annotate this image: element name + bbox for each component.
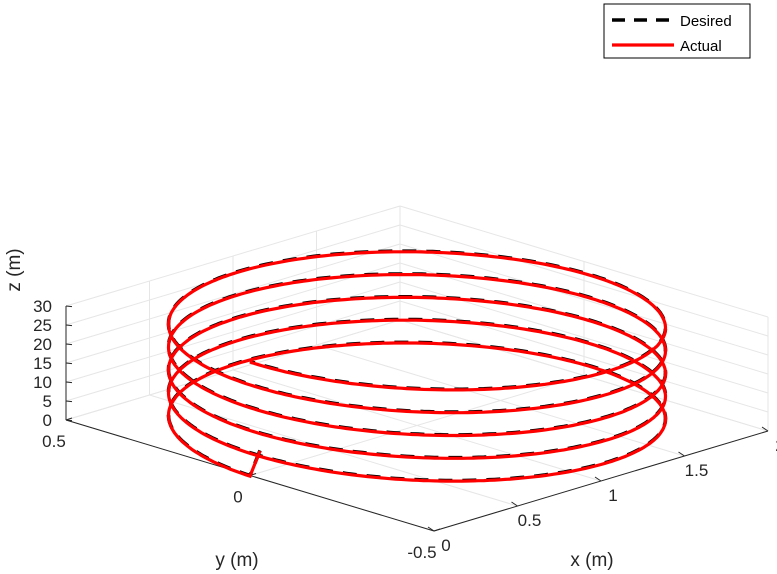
x-tick-mark (427, 526, 435, 532)
z-tick-label: 25 (33, 316, 52, 335)
grid-line (65, 262, 401, 364)
z-tick-label: 15 (33, 354, 52, 373)
grid-line (65, 300, 401, 402)
x-tick-mark (678, 451, 685, 457)
z-tick-mark (65, 324, 73, 327)
z-tick-mark (65, 400, 73, 403)
grid-line (249, 375, 585, 476)
y-tick-mark (65, 417, 73, 421)
legend-box (603, 3, 751, 59)
series-line-actual (166, 250, 668, 483)
z-tick-label: 5 (43, 392, 52, 411)
x-axis-label: x (m) (570, 550, 613, 571)
grid-line (65, 205, 401, 307)
z-tick-label: 10 (33, 373, 52, 392)
x-tick-label: 1.5 (685, 461, 709, 480)
x-tick-label: 2 (775, 436, 777, 455)
x-tick-label: 0 (441, 536, 450, 555)
x-tick-label: 0.5 (518, 511, 542, 530)
series-layer (166, 249, 668, 483)
z-tick-mark (65, 343, 73, 346)
z-tick-mark (65, 381, 73, 384)
grid-line (399, 243, 769, 356)
z-tick-label: 0 (43, 411, 52, 430)
grid-line (65, 243, 401, 345)
legend-label-actual: Actual (680, 38, 722, 55)
y-tick-label: 0.5 (42, 432, 66, 451)
z-tick-label: 20 (33, 335, 52, 354)
legend-label-desired: Desired (680, 13, 732, 30)
grid-lines (65, 205, 769, 532)
grid-line (399, 205, 769, 318)
y-axis-label: y (m) (215, 550, 258, 571)
legend: Desired Actual (603, 3, 751, 59)
x-tick-mark (594, 476, 602, 482)
grid-line (399, 300, 769, 413)
y-tick-mark (433, 528, 441, 532)
x-tick-mark (761, 426, 769, 432)
grid-line (399, 224, 769, 337)
z-tick-label: 30 (33, 297, 52, 316)
z-tick-mark (65, 362, 73, 365)
z-axis-label: z (m) (4, 248, 25, 291)
grid-line (65, 319, 401, 421)
z-tick-mark (65, 305, 73, 308)
x-tick-mark (511, 501, 518, 507)
x-tick-label: 1 (608, 486, 617, 505)
y-tick-label: 0 (233, 488, 242, 507)
y-tick-label: -0.5 (407, 543, 436, 562)
